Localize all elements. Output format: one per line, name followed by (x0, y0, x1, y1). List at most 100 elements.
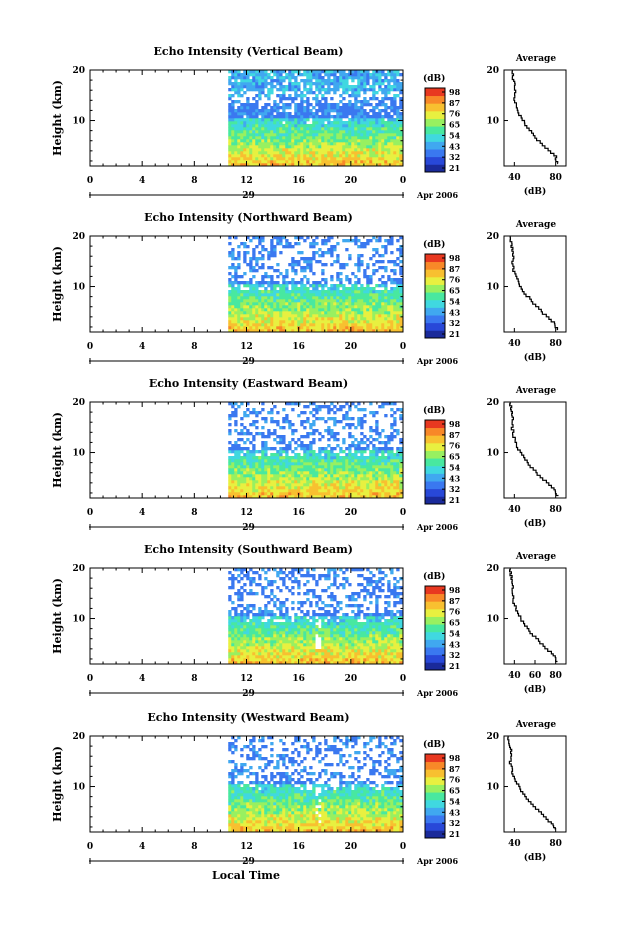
heatmap-cell (282, 136, 286, 140)
heatmap-cell (300, 124, 304, 128)
heatmap-cell (327, 287, 331, 291)
heatmap-cell (270, 417, 274, 421)
heatmap-cell (339, 136, 343, 140)
heatmap-cell (261, 477, 265, 481)
heatmap-cell (345, 471, 349, 475)
heatmap-cell (288, 474, 292, 478)
heatmap-cell (270, 471, 274, 475)
heatmap-cell (369, 130, 373, 134)
heatmap-cell (357, 263, 361, 267)
heatmap-cell (330, 471, 334, 475)
heatmap-cell (267, 154, 271, 158)
heatmap-cell (360, 85, 364, 89)
heatmap-cell (348, 450, 352, 454)
heatmap-cell (342, 317, 346, 321)
heatmap-cell (330, 468, 334, 472)
heatmap-cell (258, 290, 262, 294)
heatmap-cell (249, 302, 253, 306)
heatmap-cell (240, 115, 244, 119)
heatmap-cell (381, 79, 385, 83)
heatmap-cell (252, 423, 256, 427)
heatmap-cell (318, 82, 322, 86)
heatmap-cell (354, 142, 358, 146)
heatmap-cell (288, 308, 292, 312)
heatmap-cell (273, 311, 277, 315)
heatmap-cell (381, 284, 385, 288)
heatmap-cell (324, 109, 328, 113)
heatmap-cell (360, 290, 364, 294)
heatmap-cell (339, 420, 343, 424)
heatmap-cell (270, 148, 274, 152)
heatmap-cell (303, 435, 307, 439)
heatmap-cell (387, 163, 391, 167)
heatmap-cell (267, 311, 271, 315)
heatmap-cell (264, 465, 268, 469)
heatmap-cell (348, 643, 352, 647)
heatmap-cell (261, 266, 265, 270)
heatmap-cell (315, 429, 319, 433)
heatmap-cell (372, 236, 376, 240)
heatmap-cell (384, 435, 388, 439)
heatmap-cell (312, 423, 316, 427)
heatmap-cell (372, 658, 376, 662)
heatmap-cell (294, 154, 298, 158)
heatmap-cell (357, 151, 361, 155)
heatmap-cell (270, 408, 274, 412)
heatmap-cell (390, 450, 394, 454)
heatmap-cell (291, 652, 295, 656)
heatmap-cell (270, 326, 274, 330)
heatmap-cell (261, 308, 265, 312)
heatmap-cell (255, 311, 259, 315)
heatmap-cell (258, 76, 262, 80)
heatmap-cell (336, 483, 340, 487)
heatmap-cell (267, 118, 271, 122)
heatmap-cell (267, 266, 271, 270)
heatmap-cell (351, 76, 355, 80)
heatmap-cell (324, 465, 328, 469)
heatmap-cell (306, 296, 310, 300)
heatmap-cell (234, 462, 238, 466)
heatmap-cell (360, 420, 364, 424)
heatmap-cell (339, 94, 343, 98)
heatmap-cell (255, 70, 259, 74)
heatmap-cell (390, 296, 394, 300)
heatmap-cell (384, 85, 388, 89)
heatmap-cell (273, 495, 277, 499)
heatmap-cell (261, 154, 265, 158)
heatmap-cell (348, 652, 352, 656)
heatmap-cell (255, 432, 259, 436)
heatmap-cell (363, 471, 367, 475)
heatmap-cell (294, 317, 298, 321)
heatmap-cell (294, 643, 298, 647)
heatmap-cell (333, 462, 337, 466)
heatmap-cell (231, 94, 235, 98)
heatmap-cell (252, 136, 256, 140)
heatmap-cell (381, 254, 385, 258)
heatmap-cell (381, 145, 385, 149)
heatmap-cell (315, 408, 319, 412)
heatmap-cell (378, 82, 382, 86)
heatmap-cell (399, 269, 403, 273)
heatmap-cell (399, 302, 403, 306)
x-tick-label: 20 (345, 508, 358, 518)
heatmap-cell (246, 151, 250, 155)
heatmap-cell (348, 480, 352, 484)
heatmap-cell (315, 133, 319, 137)
heatmap-cell (384, 320, 388, 324)
heatmap-cell (384, 293, 388, 297)
heatmap-cell (318, 495, 322, 499)
heatmap-cell (330, 136, 334, 140)
heatmap-cell (258, 468, 262, 472)
heatmap-cell (327, 465, 331, 469)
heatmap-cell (351, 314, 355, 318)
heatmap-cell (399, 118, 403, 122)
heatmap-cell (378, 655, 382, 659)
heatmap-cell (276, 474, 280, 478)
heatmap-cell (291, 477, 295, 481)
heatmap-cell (270, 76, 274, 80)
heatmap-cell (303, 284, 307, 288)
colorbar-swatch (425, 88, 445, 97)
heatmap-cell (294, 429, 298, 433)
heatmap-cell (354, 661, 358, 665)
heatmap-cell (372, 148, 376, 152)
